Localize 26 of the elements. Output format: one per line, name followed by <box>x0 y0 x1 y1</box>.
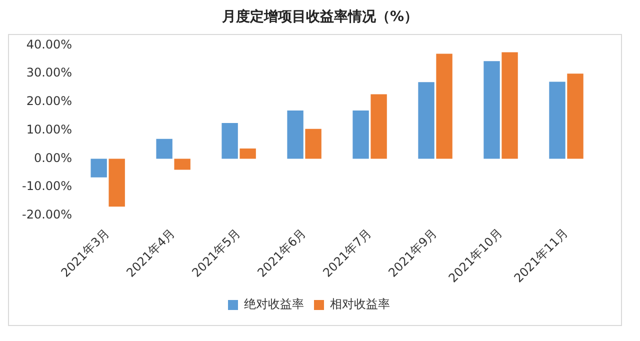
legend-label: 相对收益率 <box>330 297 390 312</box>
bar <box>287 110 304 159</box>
bar <box>418 82 434 159</box>
y-tick-label: 0.00% <box>34 150 72 165</box>
bar <box>174 158 190 170</box>
bar <box>90 158 107 178</box>
y-tick-label: 30.00% <box>26 66 72 80</box>
bar <box>352 110 369 159</box>
y-tick-label: -10.00% <box>22 179 72 194</box>
chart-title: 月度定增项目收益率情况（%） <box>220 8 420 26</box>
bar <box>156 138 172 159</box>
bar <box>222 122 238 159</box>
y-tick-label: 20.00% <box>26 94 72 108</box>
bar <box>436 54 452 159</box>
bar <box>502 52 518 159</box>
bar <box>305 128 322 159</box>
y-tick-label: 40.00% <box>26 37 72 52</box>
y-tick-label: -20.00% <box>22 208 72 222</box>
bar <box>567 74 584 159</box>
bar <box>370 94 387 159</box>
y-tick-label: 10.00% <box>26 122 72 136</box>
bar <box>240 148 256 159</box>
bar <box>108 158 125 207</box>
bar <box>549 82 566 159</box>
legend-label: 绝对收益率 <box>244 297 304 312</box>
bar <box>484 61 500 159</box>
